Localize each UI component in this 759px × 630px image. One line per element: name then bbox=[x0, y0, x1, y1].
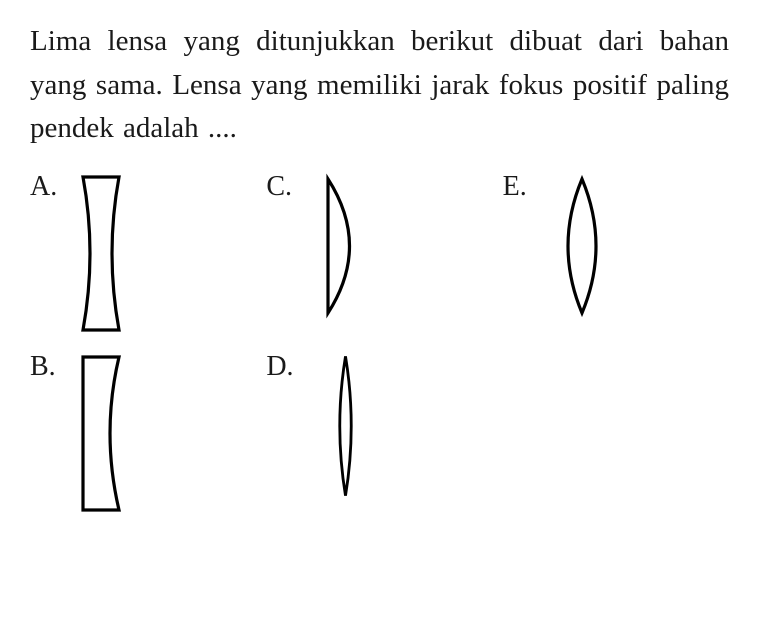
option-d-label: D. bbox=[266, 351, 301, 383]
option-a-label: A. bbox=[30, 171, 65, 203]
lens-b-icon bbox=[77, 351, 125, 516]
option-b-label: B. bbox=[30, 351, 65, 383]
option-c-label: C. bbox=[266, 171, 301, 203]
options-container: A. C. E. B. D. bbox=[30, 171, 729, 516]
question-text: Lima lensa yang ditunjukkan berikut dibu… bbox=[30, 20, 729, 151]
lens-a-icon bbox=[77, 171, 125, 336]
option-e: E. bbox=[503, 171, 729, 336]
empty-cell bbox=[503, 351, 729, 516]
option-a: A. bbox=[30, 171, 256, 336]
option-c: C. bbox=[266, 171, 492, 336]
option-e-label: E. bbox=[503, 171, 538, 203]
lens-d-icon bbox=[313, 351, 378, 501]
lens-e-icon bbox=[550, 171, 615, 321]
option-b: B. bbox=[30, 351, 256, 516]
lens-c-icon bbox=[313, 171, 378, 321]
option-d: D. bbox=[266, 351, 492, 516]
